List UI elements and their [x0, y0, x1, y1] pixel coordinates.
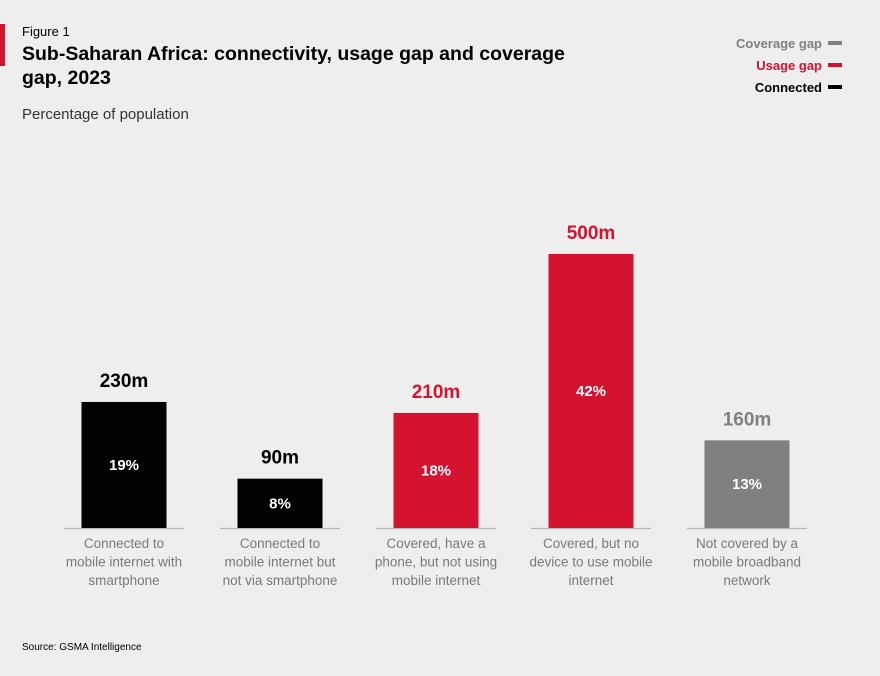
accent-bar	[0, 24, 5, 66]
legend-item-connected: Connected	[736, 76, 842, 98]
bar-value-label: 160m	[723, 409, 772, 430]
category-label: device to use mobile	[529, 555, 652, 570]
legend-swatch-usage-gap	[828, 63, 842, 67]
category-label: Covered, have a	[386, 536, 486, 551]
bar	[81, 401, 167, 528]
category-label: network	[723, 573, 771, 588]
category-label: mobile internet	[392, 573, 481, 588]
legend-label-connected: Connected	[754, 79, 822, 95]
legend-label-coverage-gap: Coverage gap	[736, 35, 822, 51]
bar-value-label: 230m	[100, 371, 149, 392]
category-label: Not covered by a	[696, 536, 799, 551]
bar-percent-label: 18%	[421, 462, 451, 479]
bar-value-label: 210m	[412, 382, 461, 403]
bar	[548, 254, 634, 528]
category-label: Connected to	[84, 536, 164, 551]
legend-item-usage-gap: Usage gap	[736, 54, 842, 76]
category-label: not via smartphone	[223, 573, 338, 588]
category-label: internet	[568, 573, 613, 588]
figure-label: Figure 1	[22, 24, 70, 39]
bar	[237, 478, 323, 528]
category-label: phone, but not using	[375, 555, 497, 570]
source-note: Source: GSMA Intelligence	[22, 642, 142, 653]
category-label: mobile internet with	[66, 555, 182, 570]
bar-percent-label: 13%	[732, 476, 762, 493]
category-label: mobile broadband	[693, 555, 801, 570]
bar	[393, 412, 479, 528]
category-label: mobile internet but	[224, 555, 335, 570]
bar-value-label: 500m	[567, 223, 616, 244]
chart-title: Sub-Saharan Africa: connectivity, usage …	[22, 43, 565, 89]
legend-item-coverage-gap: Coverage gap	[736, 32, 842, 54]
category-label: smartphone	[88, 573, 159, 588]
bar	[704, 440, 790, 528]
bar-percent-label: 42%	[576, 383, 606, 400]
category-label: Covered, but no	[543, 536, 639, 551]
legend-swatch-coverage-gap	[828, 41, 842, 45]
legend-swatch-connected	[828, 85, 842, 89]
legend: Coverage gap Usage gap Connected	[736, 32, 842, 98]
bar-percent-label: 19%	[109, 457, 139, 474]
chart-subtitle: Percentage of population	[22, 106, 189, 123]
category-label: Connected to	[240, 536, 320, 551]
legend-label-usage-gap: Usage gap	[756, 57, 822, 73]
bar-percent-label: 8%	[269, 495, 291, 512]
bar-value-label: 90m	[261, 448, 299, 469]
